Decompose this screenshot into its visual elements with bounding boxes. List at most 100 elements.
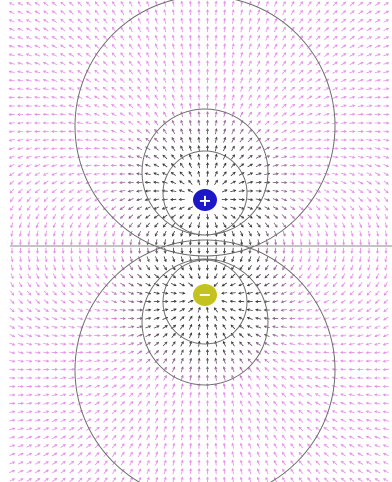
field-arrow: [44, 256, 48, 263]
field-arrow: [290, 43, 295, 49]
field-arrow: [231, 230, 235, 237]
field-arrow: [59, 70, 66, 74]
field-arrow: [178, 206, 185, 210]
field-arrow: [146, 43, 150, 50]
field-arrow: [324, 35, 330, 41]
field-arrow: [384, 213, 388, 220]
field-arrow: [325, 239, 329, 246]
negative-charge[interactable]: −: [193, 284, 217, 306]
field-arrow: [162, 214, 168, 219]
field-arrow: [127, 181, 134, 185]
field-arrow: [206, 153, 210, 160]
field-arrow: [120, 9, 125, 16]
field-arrow: [247, 146, 253, 151]
field-arrow: [163, 77, 167, 84]
field-arrow: [69, 213, 74, 220]
field-arrow: [146, 86, 150, 92]
field-arrow: [137, 9, 141, 16]
field-arrow: [358, 197, 364, 202]
field-arrow: [197, 34, 201, 41]
field-arrow: [383, 155, 390, 159]
field-arrow: [374, 112, 381, 116]
field-arrow: [103, 18, 108, 24]
field-arrow: [231, 26, 235, 33]
field-arrow: [315, 164, 322, 168]
field-arrow: [25, 155, 32, 159]
field-arrow: [248, 68, 252, 75]
field-arrow: [120, 35, 125, 41]
field-arrow: [299, 247, 303, 254]
field-arrow: [374, 44, 381, 48]
field-arrow: [289, 138, 296, 142]
field-arrow: [383, 197, 389, 203]
field-arrow: [8, 78, 15, 82]
field-arrow: [136, 146, 143, 151]
field-arrow: [68, 53, 75, 57]
field-arrow: [25, 138, 32, 142]
field-arrow: [324, 197, 330, 202]
field-arrow: [324, 1, 329, 7]
field-arrow: [26, 205, 31, 211]
field-arrow: [86, 9, 91, 15]
field-arrow: [342, 222, 346, 229]
field-arrow: [128, 222, 133, 228]
field-arrow: [43, 197, 49, 203]
field-arrow: [27, 256, 31, 263]
field-arrow: [163, 17, 167, 24]
field-arrow: [231, 0, 235, 7]
field-arrow: [298, 163, 305, 167]
field-arrow: [306, 86, 313, 91]
field-arrow: [383, 61, 390, 65]
field-arrow: [307, 35, 312, 41]
field-arrow: [69, 230, 73, 237]
field-arrow: [299, 222, 303, 228]
field-arrow: [17, 172, 24, 176]
field-arrow: [273, 103, 278, 109]
field-arrow: [93, 112, 100, 116]
field-arrow: [78, 230, 82, 237]
field-arrow: [179, 214, 185, 219]
field-arrow: [25, 172, 32, 176]
field-arrow: [145, 137, 151, 143]
positive-charge[interactable]: +: [193, 189, 217, 211]
field-arrow: [341, 205, 346, 211]
field-arrow: [34, 44, 41, 49]
field-arrow: [367, 213, 371, 220]
field-arrow: [42, 61, 49, 65]
field-arrow: [315, 78, 321, 83]
field-arrow: [136, 172, 143, 176]
field-arrow: [265, 34, 269, 41]
field-arrow: [247, 222, 253, 228]
field-arrow: [171, 60, 175, 67]
field-arrow: [68, 180, 75, 185]
field-arrow: [197, 179, 201, 186]
field-arrow: [290, 247, 294, 254]
field-arrow: [333, 213, 338, 220]
field-arrow: [323, 70, 330, 74]
field-arrow: [68, 189, 75, 193]
field-arrow: [223, 60, 227, 67]
field-arrow: [273, 112, 279, 117]
field-arrow: [42, 104, 49, 108]
field-arrow: [68, 197, 74, 202]
field-arrow: [366, 27, 373, 32]
field-arrow: [60, 189, 66, 194]
field-arrow: [240, 9, 244, 16]
field-arrow: [44, 213, 48, 220]
field-arrow: [43, 188, 49, 194]
field-arrow: [349, 121, 356, 125]
field-arrow: [384, 222, 388, 229]
field-arrow: [366, 112, 373, 116]
field-arrow: [291, 230, 295, 237]
field-arrow: [51, 18, 57, 23]
field-arrow: [358, 213, 363, 220]
field-arrow: [290, 103, 296, 108]
field-arrow: [93, 129, 100, 133]
field-arrow: [281, 146, 288, 150]
field-arrow: [8, 70, 15, 74]
field-arrow: [239, 145, 244, 151]
field-arrow: [358, 205, 363, 211]
field-arrow: [374, 104, 381, 108]
field-arrow: [17, 87, 24, 91]
field-arrow: [206, 94, 210, 101]
